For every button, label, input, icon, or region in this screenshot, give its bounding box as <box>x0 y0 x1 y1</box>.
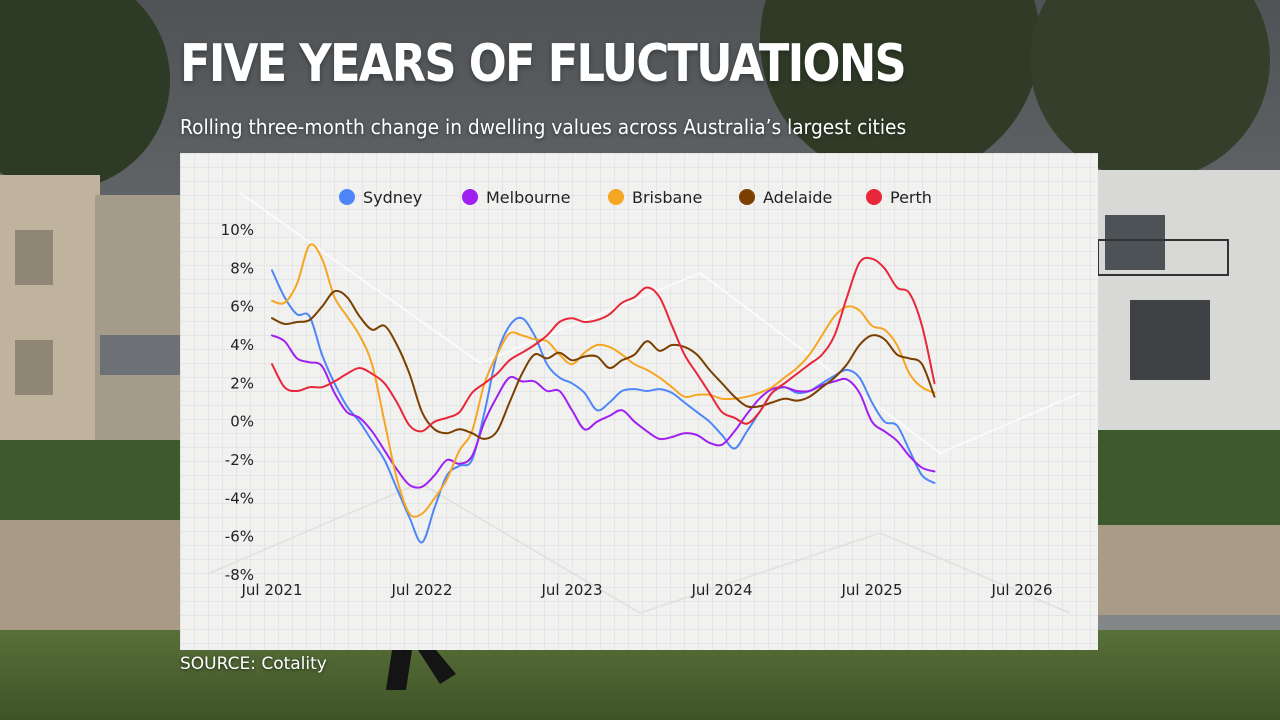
y-tick-label: 6% <box>230 298 254 316</box>
x-tick-label: Jul 2021 <box>240 581 302 599</box>
legend-marker-melbourne <box>462 189 478 205</box>
series-line-sydney <box>271 269 936 544</box>
x-tick-label: Jul 2025 <box>840 581 902 599</box>
line-chart: Sydney Melbourne Brisbane Adelaide Perth 10%… <box>180 153 1098 650</box>
legend-label-brisbane: Brisbane <box>632 188 702 207</box>
x-tick-label: Jul 2022 <box>390 581 452 599</box>
legend-label-perth: Perth <box>890 188 932 207</box>
paper-crease <box>239 192 1081 455</box>
y-tick-label: -2% <box>225 451 254 469</box>
series-line-melbourne <box>271 334 936 489</box>
y-tick-label: 4% <box>230 336 254 354</box>
chart-title: FIVE YEARS OF FLUCTUATIONS <box>180 34 907 94</box>
legend-marker-brisbane <box>608 189 624 205</box>
legend-label-sydney: Sydney <box>363 188 422 207</box>
paper-crease <box>209 482 1071 614</box>
series-lines <box>271 243 936 544</box>
legend: Sydney Melbourne Brisbane Adelaide Perth <box>339 188 932 207</box>
grid-background <box>180 153 1098 650</box>
series-line-adelaide <box>271 289 936 440</box>
y-tick-label: -4% <box>225 489 254 507</box>
y-tick-label: 0% <box>230 413 254 431</box>
x-tick-label: Jul 2023 <box>540 581 602 599</box>
chart-subtitle: Rolling three-month change in dwelling v… <box>180 115 907 139</box>
legend-marker-adelaide <box>739 189 755 205</box>
y-tick-label: -6% <box>225 528 254 546</box>
y-tick-label: 10% <box>221 221 254 239</box>
x-tick-label: Jul 2026 <box>990 581 1052 599</box>
legend-label-adelaide: Adelaide <box>763 188 832 207</box>
y-tick-label: 8% <box>230 259 254 277</box>
legend-marker-perth <box>866 189 882 205</box>
chart-panel: Sydney Melbourne Brisbane Adelaide Perth 10%… <box>180 153 1098 650</box>
y-tick-label: 2% <box>230 374 254 392</box>
legend-marker-sydney <box>339 189 355 205</box>
x-tick-label: Jul 2024 <box>690 581 752 599</box>
y-tick-label: -8% <box>225 566 254 584</box>
series-line-brisbane <box>271 243 936 518</box>
y-axis: 10% 8% 6% 4% 2% 0% -2% -4% -6% -8% <box>221 221 254 584</box>
series-line-perth <box>271 256 936 433</box>
x-axis: Jul 2021 Jul 2022 Jul 2023 Jul 2024 Jul 2025… <box>240 581 1052 599</box>
legend-label-melbourne: Melbourne <box>486 188 570 207</box>
source-note: SOURCE: Cotality <box>180 654 327 674</box>
